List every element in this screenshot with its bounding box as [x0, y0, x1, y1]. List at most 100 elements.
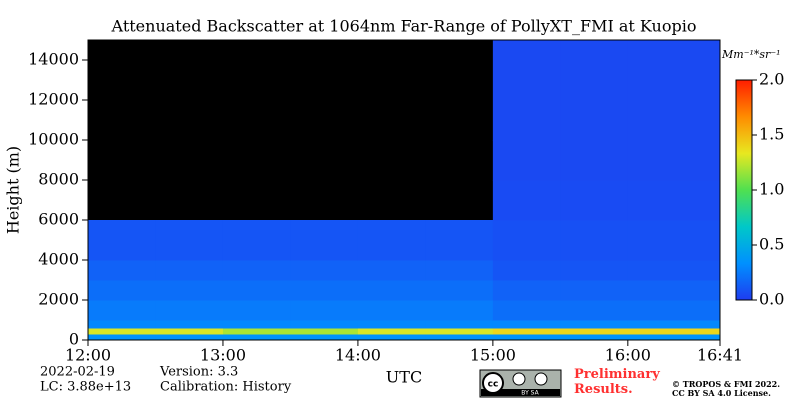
heatmap-cell [627, 260, 721, 281]
heatmap-cell [560, 280, 629, 301]
colorbar-tick-label: 0.0 [759, 290, 784, 309]
heatmap-cell [88, 280, 156, 301]
lidar-constant: LC: 3.88e+13 [40, 380, 131, 395]
heatmap-cell [155, 280, 224, 301]
heatmap-cell [627, 334, 721, 341]
heatmap-cell [425, 220, 494, 261]
x-tick-label: 13:00 [200, 346, 246, 365]
x-tick-label: 16:00 [605, 346, 651, 365]
x-tick-label: 15:00 [470, 346, 516, 365]
heatmap-cell [290, 220, 359, 261]
heatmap-cell [357, 300, 426, 321]
heatmap-cell [155, 300, 224, 321]
y-tick-label: 12000 [28, 90, 79, 109]
heatmap-cell [627, 300, 721, 321]
heatmap-cell [357, 280, 426, 301]
heatmap-cell [290, 280, 359, 301]
heatmap-cell [222, 300, 291, 321]
heatmap-cell [222, 320, 291, 329]
heatmap-cell [560, 180, 629, 221]
heatmap-cell [290, 328, 359, 335]
heatmap-cell [88, 320, 156, 329]
heatmap-cell [425, 334, 494, 341]
heatmap-cell [425, 320, 494, 329]
date: 2022-02-19 [40, 365, 115, 380]
preliminary: Preliminary Results. [574, 367, 660, 397]
heatmap-cell [155, 328, 224, 335]
colorbar-tick-label: 1.0 [759, 180, 784, 199]
heatmap-cell [357, 320, 426, 329]
heatmap-cell [357, 334, 426, 341]
y-tick-label: 6000 [38, 210, 79, 229]
heatmap-cell [492, 180, 561, 221]
heatmap-cell [222, 220, 291, 261]
heatmap-cell [627, 220, 721, 261]
x-axis-label: UTC [386, 368, 422, 387]
heatmap-cell [627, 140, 721, 181]
heatmap-cell [155, 220, 224, 261]
heatmap-cell [560, 40, 629, 141]
y-tick-label: 0 [69, 330, 79, 349]
x-tick-label: 16:41 [697, 346, 743, 365]
heatmap-cell [560, 334, 629, 341]
svg-text:cc: cc [488, 380, 499, 390]
y-axis-label: Height (m) [4, 146, 23, 234]
heatmap-cell [425, 280, 494, 301]
heatmap-cell [560, 300, 629, 321]
heatmap-cell [88, 334, 156, 341]
calibration: Calibration: History [160, 380, 292, 395]
colorbar [735, 79, 753, 301]
y-tick-label: 8000 [38, 170, 79, 189]
chart-title: Attenuated Backscatter at 1064nm Far-Ran… [111, 17, 697, 36]
preliminary-box: Preliminary Results. [574, 367, 660, 397]
heatmap-cell [560, 220, 629, 261]
heatmap-cell [492, 320, 561, 329]
heatmap-cell [492, 40, 561, 141]
heatmap-cell [560, 328, 629, 335]
heatmap-cell [222, 260, 291, 281]
heatmap-cell [88, 260, 156, 281]
heatmap-cell [492, 280, 561, 301]
heatmap-cell [290, 334, 359, 341]
heatmap-cell [492, 260, 561, 281]
license: CC BY SA 4.0 License. [672, 388, 771, 398]
y-tick-label: 4000 [38, 250, 79, 269]
badge-text: BY SA [521, 390, 539, 397]
plot-frame [87, 39, 721, 341]
heatmap-cell [155, 260, 224, 281]
heatmap-cell [357, 220, 426, 261]
heatmap-cell [492, 334, 561, 341]
heatmap-cell [425, 260, 494, 281]
heatmap-cell [290, 320, 359, 329]
version: Version: 3.3 [159, 365, 238, 380]
heatmap-cell [222, 328, 291, 335]
heatmap-cell [357, 260, 426, 281]
heatmap-cell [560, 260, 629, 281]
heatmap-cell [492, 328, 561, 335]
heatmap-cell [357, 328, 426, 335]
x-tick-label: 12:00 [65, 346, 111, 365]
colorbar-tick-label: 1.5 [759, 125, 784, 144]
y-tick-label: 2000 [38, 290, 79, 309]
heatmap-cell [222, 280, 291, 301]
copyright: © TROPOS & FMI 2022. [672, 379, 780, 389]
heatmap-cell [627, 40, 721, 141]
cc-badge: cc BY SA [479, 369, 562, 398]
heatmap-cell [425, 328, 494, 335]
y-tick-label: 10000 [28, 130, 79, 149]
heatmap-cell [560, 320, 629, 329]
heatmap-cell [155, 334, 224, 341]
y-tick-label: 14000 [28, 50, 79, 69]
heatmap-cell [627, 180, 721, 221]
heatmap-cell [222, 334, 291, 341]
heatmap-cell [627, 280, 721, 301]
heatmap-cell [560, 140, 629, 181]
heatmap-cell [492, 220, 561, 261]
colorbar-label: Mm⁻¹*sr⁻¹ [721, 48, 781, 61]
heatmap-cell [290, 300, 359, 321]
heatmap-cell [290, 260, 359, 281]
colorbar-tick-label: 2.0 [759, 70, 784, 89]
heatmap-cell [88, 300, 156, 321]
heatmap-cell [88, 328, 156, 335]
